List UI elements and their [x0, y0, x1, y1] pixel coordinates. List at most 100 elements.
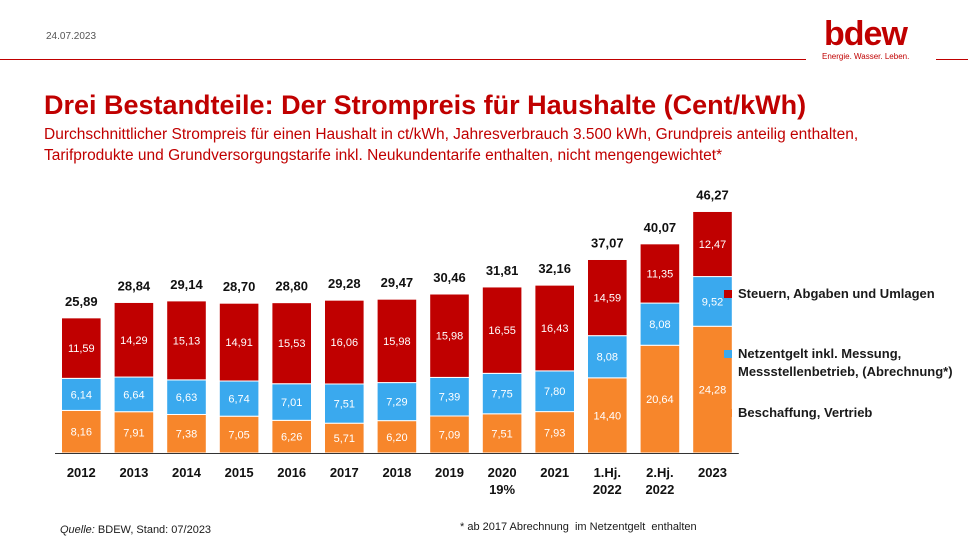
segment-steuern	[218, 302, 260, 382]
total-label: 29,14	[170, 277, 203, 292]
total-label: 28,84	[118, 278, 151, 293]
source-note: Quelle: BDEW, Stand: 07/2023	[60, 524, 211, 536]
label-netzentgelt: 6,74	[228, 394, 249, 406]
total-label: 25,89	[65, 294, 98, 309]
label-beschaffung: 5,71	[334, 433, 355, 445]
slide-subtitle: Durchschnittlicher Strompreis für einen …	[44, 126, 859, 164]
segment-steuern	[271, 302, 312, 385]
category-label: 2022	[593, 482, 622, 497]
label-steuern: 16,06	[331, 337, 359, 349]
label-netzentgelt: 7,29	[386, 397, 407, 409]
segment-beschaffung	[692, 325, 733, 454]
source-label: Quelle:	[60, 524, 95, 536]
category-label: 2023	[698, 465, 727, 480]
logo-tagline: Energie. Wasser. Leben.	[822, 52, 910, 61]
category-label: 2016	[277, 465, 306, 480]
label-steuern: 14,59	[594, 293, 622, 305]
segment-steuern	[113, 301, 155, 378]
category-label: 2019	[435, 465, 464, 480]
category-label: 2012	[67, 465, 96, 480]
source-text: BDEW, Stand: 07/2023	[97, 524, 212, 536]
label-beschaffung: 7,05	[228, 430, 249, 442]
segment-netzentgelt	[218, 380, 260, 417]
label-beschaffung: 7,38	[176, 429, 197, 441]
category-label: 1.Hj.	[594, 465, 621, 480]
label-beschaffung: 20,64	[646, 394, 674, 406]
label-steuern: 11,59	[68, 343, 95, 355]
segment-steuern	[534, 284, 576, 372]
total-label: 40,07	[644, 220, 677, 235]
bdew-logo: bdew Energie. Wasser. Leben.	[806, 14, 936, 66]
legend-label-steuern: Steuern, Abgaben und Umlagen	[738, 286, 935, 301]
label-beschaffung: 6,20	[386, 432, 407, 444]
segment-beschaffung	[271, 419, 312, 454]
segment-beschaffung	[166, 413, 207, 454]
total-label: 32,16	[538, 261, 571, 276]
segment-steuern	[376, 298, 418, 384]
slide-date: 24.07.2023	[46, 31, 97, 42]
label-beschaffung: 7,91	[123, 427, 144, 439]
label-beschaffung: 8,16	[71, 427, 92, 439]
segment-steuern	[166, 300, 207, 381]
category-label: 2015	[225, 465, 254, 480]
label-netzentgelt: 8,08	[597, 352, 618, 364]
label-netzentgelt: 8,08	[649, 319, 670, 331]
category-label: 19%	[489, 482, 515, 497]
segment-netzentgelt	[166, 379, 207, 415]
total-label: 29,28	[328, 276, 361, 291]
segment-steuern	[692, 210, 733, 278]
label-netzentgelt: 7,01	[281, 397, 302, 409]
label-steuern: 12,47	[699, 239, 727, 251]
label-steuern: 11,35	[647, 268, 674, 280]
category-label: 2020	[488, 465, 517, 480]
label-netzentgelt: 7,75	[491, 389, 512, 401]
logo-wordmark: bdew	[824, 15, 908, 53]
segment-steuern	[587, 258, 628, 337]
slide-title: Drei Bestandteile: Der Strompreis für Ha…	[44, 90, 807, 120]
label-steuern: 15,13	[173, 335, 201, 347]
legend-label-netzentgelt: Netzentgelt inkl. Messung, Messstellenbe…	[738, 346, 953, 379]
segment-netzentgelt	[429, 376, 470, 417]
legend-swatch-beschaffung	[724, 409, 732, 417]
segment-beschaffung	[534, 411, 576, 454]
label-beschaffung: 24,28	[699, 385, 727, 397]
label-beschaffung: 7,51	[491, 428, 512, 440]
segment-netzentgelt	[324, 383, 365, 424]
segment-steuern	[324, 299, 365, 385]
total-label: 28,70	[223, 279, 256, 294]
category-label: 2018	[382, 465, 411, 480]
category-label: 2021	[540, 465, 569, 480]
label-netzentgelt: 6,63	[176, 392, 197, 404]
label-beschaffung: 7,93	[544, 427, 565, 439]
category-label: 2017	[330, 465, 359, 480]
label-netzentgelt: 9,52	[702, 296, 723, 308]
label-beschaffung: 14,40	[594, 410, 622, 422]
category-label: 2013	[119, 465, 148, 480]
footnote: * ab 2017 Abrechnung im Netzentgelt enth…	[460, 521, 697, 533]
segment-steuern	[429, 293, 470, 378]
label-netzentgelt: 7,80	[544, 386, 565, 398]
segment-steuern	[639, 243, 681, 304]
total-label: 30,46	[433, 270, 466, 285]
label-steuern: 14,29	[120, 335, 148, 347]
segment-beschaffung	[481, 413, 523, 454]
segment-netzentgelt	[587, 335, 628, 379]
label-steuern: 15,53	[278, 338, 306, 350]
label-steuern: 16,55	[488, 325, 516, 337]
label-steuern: 15,98	[383, 336, 411, 348]
label-beschaffung: 7,09	[439, 429, 460, 441]
label-steuern: 15,98	[436, 331, 464, 343]
label-steuern: 14,91	[225, 337, 253, 349]
segment-netzentgelt	[376, 382, 418, 422]
legend-swatch-netzentgelt	[724, 350, 732, 358]
label-netzentgelt: 7,39	[439, 392, 460, 404]
total-label: 29,47	[381, 275, 414, 290]
legend-label-beschaffung: Beschaffung, Vertrieb	[738, 405, 873, 420]
category-label: 2.Hj.	[646, 465, 673, 480]
segment-beschaffung	[324, 422, 365, 454]
total-label: 31,81	[486, 263, 519, 278]
label-steuern: 16,43	[541, 323, 569, 335]
total-label: 28,80	[275, 279, 308, 294]
segment-netzentgelt	[113, 376, 155, 413]
